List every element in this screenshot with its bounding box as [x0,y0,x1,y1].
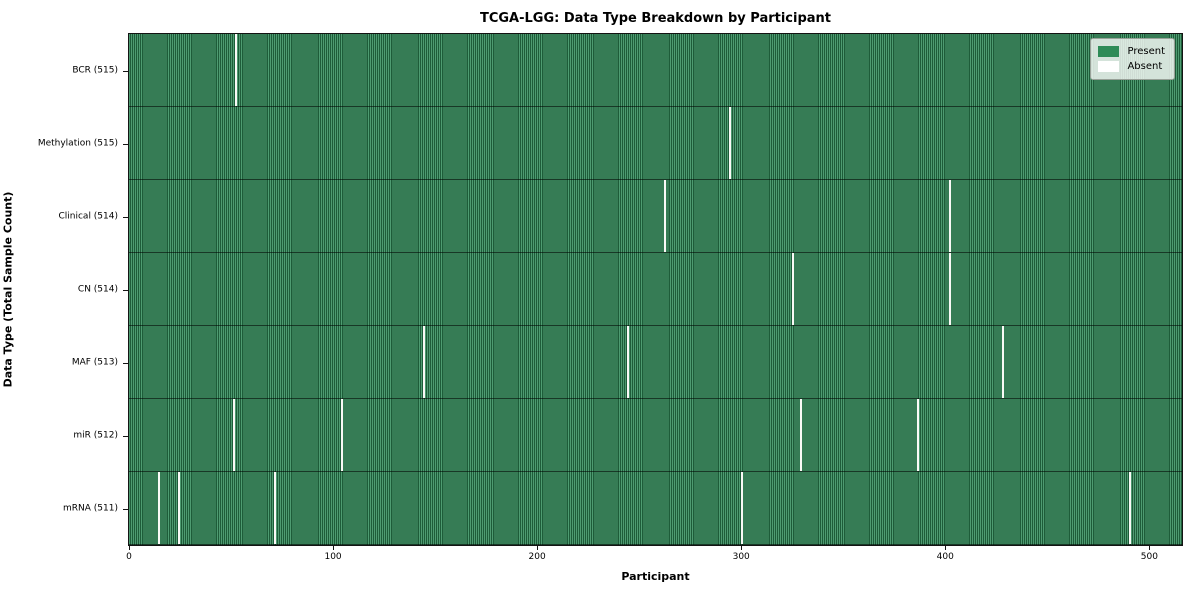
x-tick-mark [537,546,539,550]
plot-area: Present Absent [128,33,1183,546]
y-tick-mark [123,143,128,145]
y-tick-mark [123,362,128,364]
absent-line-mRNA-24 [177,472,180,544]
absent-line-mRNA-490 [1128,472,1131,544]
x-tick-label-0: 0 [126,552,132,562]
absent-line-MAF-428 [1002,326,1005,398]
heatmap-row-MAF [129,326,1182,399]
heatmap-row-Clinical [129,180,1182,253]
absent-line-Clinical-402 [949,180,952,252]
absent-line-CN-325 [792,253,795,325]
chart-title: TCGA-LGG: Data Type Breakdown by Partici… [479,11,832,26]
legend: Present Absent [1090,38,1175,80]
y-tick-label-MAF: MAF (513) [71,357,118,367]
legend-label-present: Present [1127,46,1165,57]
absent-line-miR-51 [233,399,236,471]
y-tick-mark [123,289,128,291]
y-tick-mark [123,435,128,437]
absent-line-miR-329 [800,399,803,471]
x-tick-label-100: 100 [324,552,342,562]
absent-line-MAF-144 [422,326,425,398]
absent-line-Clinical-262 [663,180,666,252]
heatmap-row-Methylation [129,107,1182,180]
x-tick-label-200: 200 [528,552,546,562]
x-tick-mark [129,546,130,550]
absent-line-mRNA-71 [273,472,276,544]
y-tick-label-miR: miR (512) [73,430,118,440]
x-tick-mark [945,546,947,550]
absent-line-miR-386 [916,399,919,471]
x-tick-label-500: 500 [1140,552,1158,562]
absent-line-mRNA-14 [157,472,160,544]
x-axis-title: Participant [621,570,690,583]
legend-label-absent: Absent [1127,61,1163,72]
heatmap-row-miR [129,399,1182,472]
y-tick-mark [123,508,128,510]
x-tick-label-400: 400 [936,552,954,562]
y-tick-label-Methylation: Methylation (515) [37,138,118,148]
absent-line-mRNA-300 [741,472,744,544]
y-tick-mark [123,216,128,218]
legend-item-present: Present [1098,44,1165,59]
y-tick-label-CN: CN (514) [77,284,118,294]
x-tick-mark [333,546,335,550]
y-tick-label-Clinical: Clinical (514) [58,211,118,221]
legend-item-absent: Absent [1098,59,1165,74]
absent-line-CN-402 [949,253,952,325]
x-tick-mark [1149,546,1151,550]
absent-line-MAF-244 [626,326,629,398]
absent-line-miR-104 [341,399,344,471]
y-tick-label-BCR: BCR (515) [72,65,118,75]
heatmap-row-BCR [129,34,1182,107]
legend-swatch-present-icon [1098,46,1120,57]
heatmap-row-mRNA [129,472,1182,545]
y-tick-mark [123,70,128,72]
legend-swatch-absent-icon [1098,61,1120,72]
y-tick-label-mRNA: mRNA (511) [63,503,118,513]
heatmap-row-CN [129,253,1182,326]
absent-line-Methylation-294 [728,107,731,179]
absent-line-BCR-52 [235,34,238,106]
x-tick-label-300: 300 [732,552,750,562]
x-tick-mark [741,546,743,550]
